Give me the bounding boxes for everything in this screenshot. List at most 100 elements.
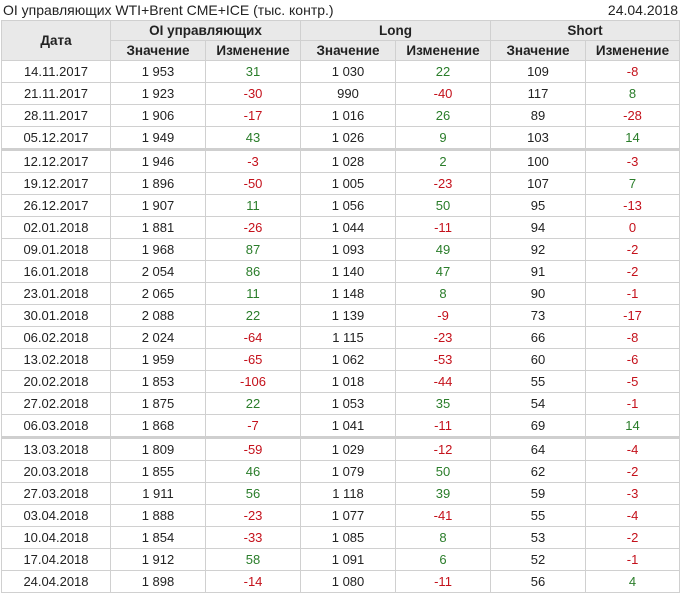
header-oi-value: Значение	[110, 40, 206, 61]
cell-date: 06.03.2018	[1, 414, 111, 438]
cell-oi-change: 86	[204, 260, 302, 283]
cell-long-change: 50	[395, 194, 492, 217]
cell-long-change: 26	[395, 104, 492, 127]
header-long: Long	[300, 20, 492, 41]
table-row: 27.03.2018 1 911 56 1 118 39 59 -3	[1, 482, 680, 505]
header-long-value: Значение	[300, 40, 397, 61]
cell-long-value: 1 140	[300, 260, 397, 283]
cell-oi-change: 11	[204, 194, 302, 217]
cell-short-value: 52	[490, 548, 587, 571]
cell-long-value: 1 044	[300, 216, 397, 239]
cell-long-value: 1 005	[300, 172, 397, 195]
cell-short-value: 109	[490, 60, 587, 83]
cell-oi-change: -106	[204, 370, 302, 393]
cell-long-value: 1 041	[300, 414, 397, 438]
cell-long-value: 1 016	[300, 104, 397, 127]
cell-oi-value: 1 896	[110, 172, 206, 195]
cell-long-change: -23	[395, 326, 492, 349]
cell-long-change: -11	[395, 216, 492, 239]
cell-short-change: 8	[585, 82, 680, 105]
cell-short-change: -6	[585, 348, 680, 371]
table-row: 13.03.2018 1 809 -59 1 029 -12 64 -4	[1, 436, 680, 461]
cell-long-value: 1 026	[300, 126, 397, 150]
cell-date: 05.12.2017	[1, 126, 111, 150]
cell-date: 13.02.2018	[1, 348, 111, 371]
cell-short-value: 59	[490, 482, 587, 505]
cell-date: 03.04.2018	[1, 504, 111, 527]
header-short-value: Значение	[490, 40, 587, 61]
table-row: 16.01.2018 2 054 86 1 140 47 91 -2	[1, 260, 680, 283]
cell-date: 12.12.2017	[1, 148, 111, 173]
cell-short-change: -4	[585, 436, 680, 461]
cell-date: 24.04.2018	[1, 570, 111, 593]
cell-oi-value: 1 868	[110, 414, 206, 438]
cell-oi-value: 1 854	[110, 526, 206, 549]
cell-long-value: 1 093	[300, 238, 397, 261]
cell-long-value: 1 056	[300, 194, 397, 217]
cell-short-change: -13	[585, 194, 680, 217]
cell-oi-change: -3	[204, 148, 302, 173]
cell-short-change: 7	[585, 172, 680, 195]
cell-oi-value: 1 968	[110, 238, 206, 261]
table-row: 27.02.2018 1 875 22 1 053 35 54 -1	[1, 392, 680, 415]
report-date: 24.04.2018	[607, 2, 678, 18]
cell-short-change: -1	[585, 392, 680, 415]
header-short-change: Изменение	[585, 40, 680, 61]
cell-short-value: 103	[490, 126, 587, 150]
table-row: 20.03.2018 1 855 46 1 079 50 62 -2	[1, 460, 680, 483]
cell-short-value: 60	[490, 348, 587, 371]
table-row: 12.12.2017 1 946 -3 1 028 2 100 -3	[1, 148, 680, 173]
cell-short-value: 100	[490, 148, 587, 173]
cell-short-change: -2	[585, 260, 680, 283]
cell-short-value: 56	[490, 570, 587, 593]
cell-oi-change: -59	[204, 436, 302, 461]
cell-long-change: -11	[395, 414, 492, 438]
cell-long-change: -23	[395, 172, 492, 195]
cell-long-value: 1 091	[300, 548, 397, 571]
cell-short-change: -1	[585, 548, 680, 571]
cell-oi-change: -50	[204, 172, 302, 195]
cell-long-change: -12	[395, 436, 492, 461]
cell-long-change: 2	[395, 148, 492, 173]
cell-date: 26.12.2017	[1, 194, 111, 217]
cell-short-value: 95	[490, 194, 587, 217]
positions-table: Дата OI управляющих Long Short Значение …	[1, 20, 680, 593]
table-row: 06.03.2018 1 868 -7 1 041 -11 69 14	[1, 414, 680, 438]
cell-date: 23.01.2018	[1, 282, 111, 305]
cell-oi-change: -17	[204, 104, 302, 127]
cell-long-value: 1 085	[300, 526, 397, 549]
cell-date: 10.04.2018	[1, 526, 111, 549]
cell-oi-change: -14	[204, 570, 302, 593]
cell-long-value: 1 139	[300, 304, 397, 327]
cell-long-change: 47	[395, 260, 492, 283]
table-row: 28.11.2017 1 906 -17 1 016 26 89 -28	[1, 104, 680, 127]
cell-oi-change: -64	[204, 326, 302, 349]
cell-oi-change: 56	[204, 482, 302, 505]
table-title: OI управляющих WTI+Brent CME+ICE (тыс. к…	[3, 2, 334, 18]
table-row: 10.04.2018 1 854 -33 1 085 8 53 -2	[1, 526, 680, 549]
cell-long-value: 1 053	[300, 392, 397, 415]
cell-short-change: -2	[585, 526, 680, 549]
cell-date: 27.03.2018	[1, 482, 111, 505]
cell-short-value: 73	[490, 304, 587, 327]
cell-short-change: -28	[585, 104, 680, 127]
cell-oi-value: 1 953	[110, 60, 206, 83]
header-oi: OI управляющих	[109, 20, 302, 41]
cell-long-value: 1 062	[300, 348, 397, 371]
cell-oi-value: 1 855	[110, 460, 206, 483]
cell-date: 27.02.2018	[1, 392, 111, 415]
cell-date: 02.01.2018	[1, 216, 111, 239]
cell-oi-value: 2 088	[110, 304, 206, 327]
cell-short-value: 92	[490, 238, 587, 261]
cell-long-change: -11	[395, 570, 492, 593]
table-row: 20.02.2018 1 853 -106 1 018 -44 55 -5	[1, 370, 680, 393]
cell-oi-value: 1 888	[110, 504, 206, 527]
title-bar: OI управляющих WTI+Brent CME+ICE (тыс. к…	[0, 0, 680, 20]
cell-short-change: 4	[585, 570, 680, 593]
cell-short-change: 14	[585, 414, 680, 438]
table-row: 21.11.2017 1 923 -30 990 -40 117 8	[1, 82, 680, 105]
cell-long-value: 1 148	[300, 282, 397, 305]
cell-oi-value: 1 923	[110, 82, 206, 105]
table-row: 23.01.2018 2 065 11 1 148 8 90 -1	[1, 282, 680, 305]
table-row: 26.12.2017 1 907 11 1 056 50 95 -13	[1, 194, 680, 217]
